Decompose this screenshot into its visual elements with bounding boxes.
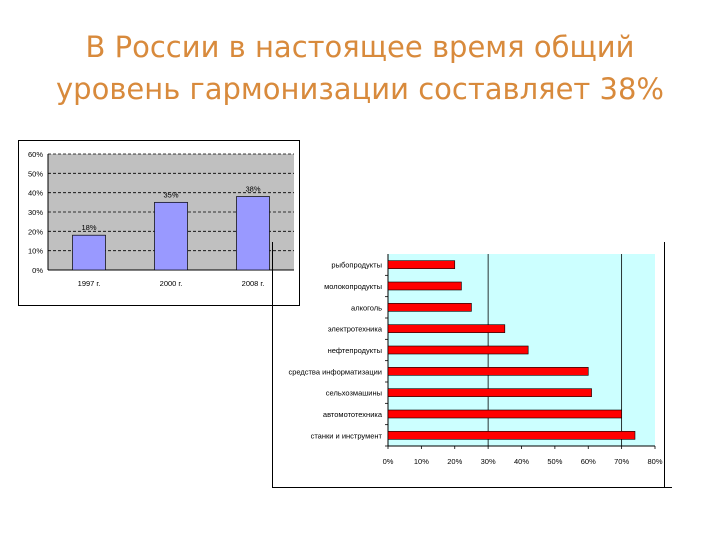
bar xyxy=(387,303,472,312)
y-tick-label: алкоголь xyxy=(351,303,382,312)
harmonization-by-sector-chart: 0% 10% 20% 30% 40% 50% 60% 70% 80% рыбопродукты мо… xyxy=(272,242,672,488)
x-tick-label: 1997 г. xyxy=(78,279,101,288)
y-tick-label: 30% xyxy=(28,208,43,217)
x-tick-label: 70% xyxy=(614,457,629,466)
y-tick-label: автомототехника xyxy=(323,410,383,419)
y-tick-label: 0% xyxy=(32,266,43,275)
bar xyxy=(387,345,529,355)
x-tick-label: 80% xyxy=(647,457,662,466)
x-tick-label: 2008 г. xyxy=(242,279,265,288)
x-tick-label: 10% xyxy=(414,457,429,466)
y-tick-label: 40% xyxy=(28,189,43,198)
data-label: 38% xyxy=(245,185,260,194)
bar xyxy=(387,281,462,291)
y-tick-label: станки и инструмент xyxy=(311,431,383,440)
y-tick-label: нефтепродукты xyxy=(328,346,382,355)
bar xyxy=(387,409,622,419)
data-label: 35% xyxy=(163,190,178,199)
bar xyxy=(154,201,188,271)
title-line-2: уровень гармонизации составляет 38% xyxy=(56,72,664,106)
data-label: 18% xyxy=(81,223,96,232)
y-tick-label: 10% xyxy=(28,247,43,256)
y-tick-label: 20% xyxy=(28,227,43,236)
y-tick-label: 60% xyxy=(28,150,43,159)
y-tick-label: средства информатизации xyxy=(288,367,382,376)
bar xyxy=(387,388,592,397)
bar xyxy=(387,324,506,333)
x-tick-label: 20% xyxy=(447,457,462,466)
bar xyxy=(236,196,270,271)
y-tick-label: электротехника xyxy=(328,325,383,334)
title-line-1: В России в настоящее время общий xyxy=(85,30,635,64)
slide-title: В России в настоящее время общий уровень… xyxy=(20,26,700,110)
y-tick-label: молокопродукты xyxy=(324,282,382,291)
x-tick-label: 40% xyxy=(514,457,529,466)
harmonization-by-year-chart: 0% 10% 20% 30% 40% 50% 60% 18% 1997 г. 35% 2000 г.… xyxy=(18,140,300,306)
y-tick-label: сельхозмашины xyxy=(326,389,382,398)
x-tick-label: 30% xyxy=(481,457,496,466)
bar xyxy=(387,367,589,376)
x-tick-label: 60% xyxy=(581,457,596,466)
x-tick-label: 2000 г. xyxy=(160,279,183,288)
y-tick-label: рыбопродукты xyxy=(331,261,382,270)
x-tick-label: 0% xyxy=(383,457,394,466)
x-tick-label: 50% xyxy=(547,457,562,466)
bar xyxy=(387,431,636,440)
y-tick-label: 50% xyxy=(28,169,43,178)
bar xyxy=(72,234,106,271)
bar xyxy=(387,260,456,269)
